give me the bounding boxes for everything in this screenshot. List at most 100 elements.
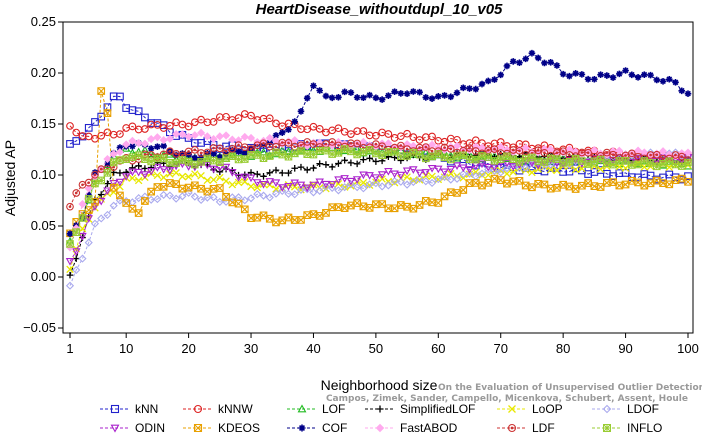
point-inflo [265,152,274,160]
point-ldof [165,191,174,200]
point-ldf-center [168,149,172,153]
point-cof [459,84,467,92]
legend-item-simplifiedlof: SimplifiedLOF [365,402,475,416]
point-cof [659,77,667,85]
legend-label: LDOF [627,402,659,416]
point-kdeos [440,192,449,201]
point-cof [609,74,617,81]
point-ldf-center [174,152,178,156]
point-ldf-center [99,167,103,171]
point-inflo [603,159,611,167]
point-ldf [309,140,318,148]
point-odin [459,164,468,173]
point-cof [553,62,561,69]
point-loop [247,182,255,191]
point-cof [528,49,536,57]
point-loop [621,164,630,172]
point-simplifiedlof [335,160,342,167]
point-kdeos [646,179,655,188]
point-odin [109,180,118,188]
point-knnw [141,125,149,133]
point-cof [154,143,161,150]
point-ldf-center [74,191,78,195]
point-cof [641,71,648,78]
point-kdeos [141,197,149,205]
point-loop [509,168,517,176]
point-inflo [78,214,87,222]
point-cof [385,92,392,99]
point-cof [328,94,336,102]
point-kdeos [265,214,274,223]
point-ldf [66,202,74,211]
point-knnw [347,130,355,138]
point-ldof [340,183,349,192]
point-kdeos [278,216,287,225]
point-inflo [322,146,330,155]
point-cof [66,230,74,238]
point-odin [115,178,125,187]
point-ldof [490,166,499,175]
point-inflo [684,158,692,167]
point-ldf-center [268,145,272,148]
watermark-line-1: On the Evaluation of Unsupervised Outlie… [438,383,702,393]
point-kdeos [559,180,568,189]
point-cof [129,142,136,150]
point-loop [503,170,511,178]
point-ldof [228,193,237,202]
point-inflo [453,152,461,160]
point-ldof [240,196,249,205]
point-inflo [378,151,386,160]
point-fastabod [658,147,668,156]
point-cof [597,71,604,78]
point-inflo [116,156,124,164]
point-odin [427,164,437,173]
point-ldf-center [68,205,72,208]
point-ldf-center [624,154,627,157]
point-kdeos [166,179,174,187]
point-ldof [465,169,474,178]
point-kdeos [97,87,106,95]
point-fastabod [615,146,624,155]
point-ldf-center [230,147,234,151]
point-odin [84,215,93,223]
point-odin [384,168,393,176]
point-inflo [403,152,411,160]
point-ldf-center [287,141,290,145]
point-inflo [571,154,580,163]
point-kdeos [484,178,493,187]
point-knnw [265,114,274,123]
point-ldf-center [81,183,84,187]
x-tick-label: 50 [369,341,383,356]
point-odin [415,169,424,178]
legend-item-lof: LOF [287,402,345,416]
point-ldf-center [674,153,677,157]
x-tick-label: 60 [431,341,445,356]
point-fastabod [172,129,181,139]
point-inflo [109,158,118,167]
point-ldof [103,210,112,219]
point-odin [103,187,112,196]
point-odin [140,171,150,179]
point-odin [440,168,449,177]
point-cof [297,108,305,115]
point-cof [416,88,423,96]
point-ldof [309,188,318,197]
point-inflo [340,145,349,153]
point-odin [96,197,106,206]
point-ldf [677,152,686,161]
point-ldof [197,195,206,205]
point-kdeos [459,186,468,194]
point-cof [322,92,330,100]
point-ldf-center [630,152,634,155]
point-inflo [628,161,636,169]
point-inflo [578,157,586,165]
point-fastabod [234,136,243,145]
point-inflo [147,157,155,166]
point-inflo [372,149,380,158]
point-fastabod [197,128,206,137]
point-inflo [471,155,480,164]
point-inflo [621,157,630,165]
point-ldof [184,188,193,197]
point-kdeos [478,181,486,190]
